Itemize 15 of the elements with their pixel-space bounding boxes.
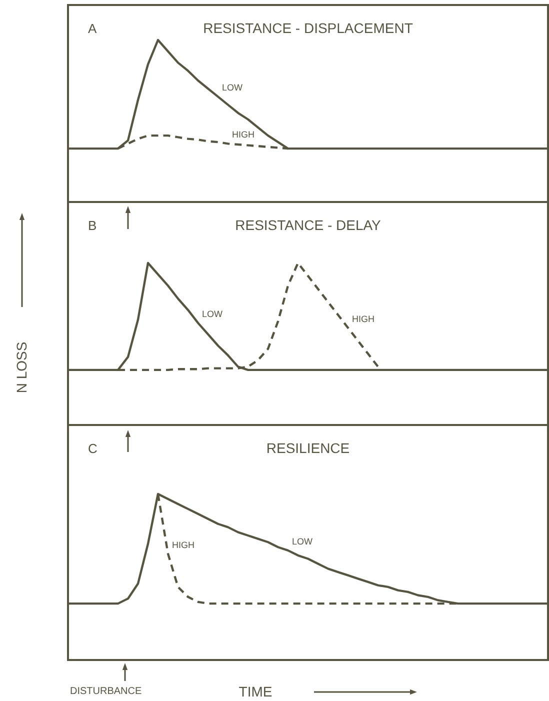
series-label: LOW <box>222 82 244 93</box>
series-label: LOW <box>202 308 224 319</box>
x-axis-title: TIME <box>238 684 272 700</box>
text: A <box>88 21 97 36</box>
chart-title: RESILIENCE <box>266 440 350 456</box>
chart-title: RESISTANCE - DELAY <box>235 217 382 233</box>
y-axis-title: N LOSS <box>14 342 30 394</box>
series-label: HIGH <box>352 314 374 324</box>
series-label: LOW <box>292 536 314 546</box>
series-label: HIGH <box>172 540 194 550</box>
text: DISTURBANCE <box>70 686 142 697</box>
chart-title: RESISTANCE - DISPLACEMENT <box>203 20 414 36</box>
text: C <box>88 441 98 456</box>
text: B <box>88 218 97 233</box>
series-label: HIGH <box>232 130 254 140</box>
